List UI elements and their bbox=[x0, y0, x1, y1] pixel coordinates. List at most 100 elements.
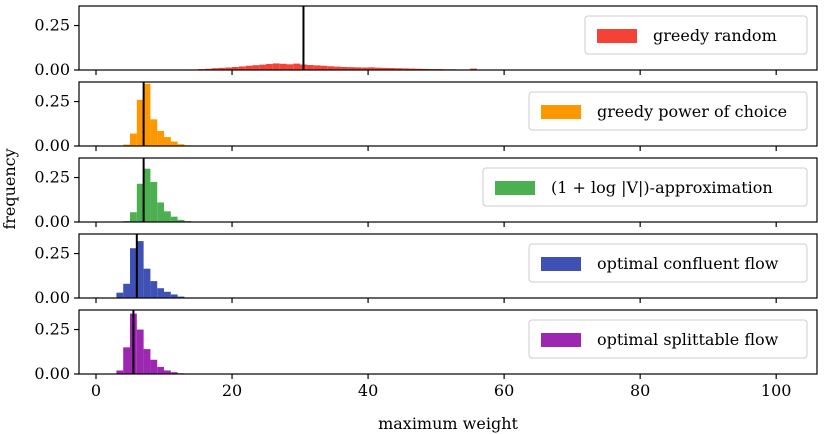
histogram-bar bbox=[388, 68, 396, 70]
histogram-bar bbox=[470, 68, 477, 70]
histogram-bar bbox=[313, 65, 321, 70]
histogram-bar bbox=[259, 64, 267, 70]
y-tick-label: 0.00 bbox=[34, 288, 70, 307]
x-axis: 0 20 40 60 80 100 bbox=[91, 381, 792, 400]
legend-label: (1 + log |V|)-approximation bbox=[551, 178, 773, 197]
histogram-bar bbox=[177, 144, 185, 146]
histogram-bar bbox=[170, 294, 178, 298]
legend-label: greedy power of choice bbox=[597, 102, 787, 121]
histogram-bar bbox=[136, 99, 144, 146]
y-tick-label: 0.25 bbox=[34, 320, 70, 339]
histogram-bar bbox=[143, 349, 151, 374]
histogram-bar bbox=[395, 68, 403, 70]
legend: (1 + log |V|)-approximation bbox=[482, 167, 808, 207]
histogram-bar bbox=[293, 63, 301, 70]
panel-frame bbox=[78, 309, 818, 375]
histogram-bar bbox=[143, 268, 151, 298]
histogram-bar bbox=[136, 329, 144, 374]
legend: optimal confluent flow bbox=[528, 243, 808, 283]
histogram-bar bbox=[381, 67, 389, 70]
histogram-bar bbox=[368, 67, 375, 70]
y-tick-label: 0.00 bbox=[34, 212, 70, 231]
histogram-bar bbox=[170, 141, 178, 146]
x-tick-label: 20 bbox=[222, 381, 242, 400]
legend-box bbox=[528, 243, 808, 283]
histogram-bar bbox=[347, 67, 355, 70]
histogram-bar bbox=[116, 292, 124, 298]
legend: optimal splittable flow bbox=[528, 319, 808, 359]
histogram-bar bbox=[164, 211, 171, 222]
histogram-bar bbox=[272, 63, 280, 70]
histogram-bar bbox=[402, 68, 409, 70]
histogram-bar bbox=[340, 66, 348, 70]
histogram-bar bbox=[408, 68, 416, 70]
histogram-bar bbox=[286, 64, 294, 70]
legend-swatch bbox=[541, 333, 581, 347]
histogram-bar bbox=[225, 67, 233, 70]
panel-frame bbox=[78, 157, 818, 223]
histogram-bar bbox=[164, 291, 171, 298]
legend-swatch bbox=[495, 181, 535, 195]
histogram-bar bbox=[320, 65, 328, 70]
legend-swatch bbox=[541, 105, 581, 119]
y-tick-label: 0.25 bbox=[34, 168, 70, 187]
histogram-bar bbox=[238, 66, 246, 70]
histogram-bar bbox=[334, 66, 341, 70]
histogram-bar bbox=[266, 63, 273, 70]
panel-frame bbox=[78, 233, 818, 299]
histogram-bar bbox=[374, 67, 382, 70]
panel: 0.00 0.25 greedy random bbox=[34, 5, 818, 79]
x-tick-label: 0 bbox=[91, 381, 101, 400]
histogram-bar bbox=[157, 288, 165, 298]
histogram-bar bbox=[136, 241, 144, 298]
legend-label: optimal splittable flow bbox=[597, 330, 779, 349]
histogram-bar bbox=[150, 182, 158, 222]
histogram-bar bbox=[116, 370, 124, 374]
histogram-bar bbox=[136, 183, 144, 222]
histogram-bar bbox=[245, 65, 253, 70]
panel: 0.00 0.25 optimal confluent flow bbox=[34, 233, 818, 307]
histogram-bar bbox=[177, 219, 185, 222]
x-tick-label: 80 bbox=[630, 381, 650, 400]
histogram-bar bbox=[170, 216, 178, 222]
histogram-bar bbox=[170, 372, 178, 374]
y-tick-label: 0.00 bbox=[34, 364, 70, 383]
histogram-bar bbox=[150, 281, 158, 298]
histogram-bar bbox=[157, 202, 165, 222]
histogram-bar bbox=[164, 370, 171, 374]
histogram-bar bbox=[306, 65, 314, 70]
y-tick-label: 0.00 bbox=[34, 136, 70, 155]
panel: 0.00 0.25 greedy power of choice bbox=[34, 81, 818, 155]
y-tick-label: 0.25 bbox=[34, 244, 70, 263]
histogram-bar bbox=[130, 212, 137, 222]
x-tick-label: 60 bbox=[494, 381, 514, 400]
histogram-bar bbox=[327, 66, 335, 70]
histogram-bar bbox=[143, 83, 151, 146]
x-tick-label: 100 bbox=[761, 381, 792, 400]
y-tick-label: 0.25 bbox=[34, 16, 70, 35]
histogram-bar bbox=[177, 296, 185, 298]
legend-swatch bbox=[541, 257, 581, 271]
panel-frame bbox=[78, 5, 818, 71]
legend: greedy random bbox=[584, 15, 808, 55]
histogram-bar bbox=[130, 133, 137, 146]
histogram-bar bbox=[157, 366, 165, 374]
histogram-bar bbox=[130, 248, 137, 298]
histogram-bar bbox=[354, 67, 362, 70]
y-tick-label: 0.00 bbox=[34, 60, 70, 79]
histogram-bar bbox=[252, 65, 260, 70]
histogram-bar bbox=[150, 359, 158, 374]
histogram-bar bbox=[143, 168, 151, 222]
histogram-bar bbox=[123, 283, 131, 298]
panel: 0.00 0.25 optimal splittable flow bbox=[34, 309, 818, 383]
legend-box bbox=[482, 167, 808, 207]
histogram-bar bbox=[232, 66, 239, 70]
legend: greedy power of choice bbox=[528, 91, 808, 131]
panel: 0.00 0.25 (1 + log |V|)-approximation bbox=[34, 157, 818, 231]
histogram-bar bbox=[123, 347, 131, 374]
histogram-bar bbox=[279, 63, 287, 70]
x-tick-label: 40 bbox=[358, 381, 378, 400]
histogram-bar bbox=[164, 137, 171, 146]
histogram-bar bbox=[218, 67, 226, 70]
